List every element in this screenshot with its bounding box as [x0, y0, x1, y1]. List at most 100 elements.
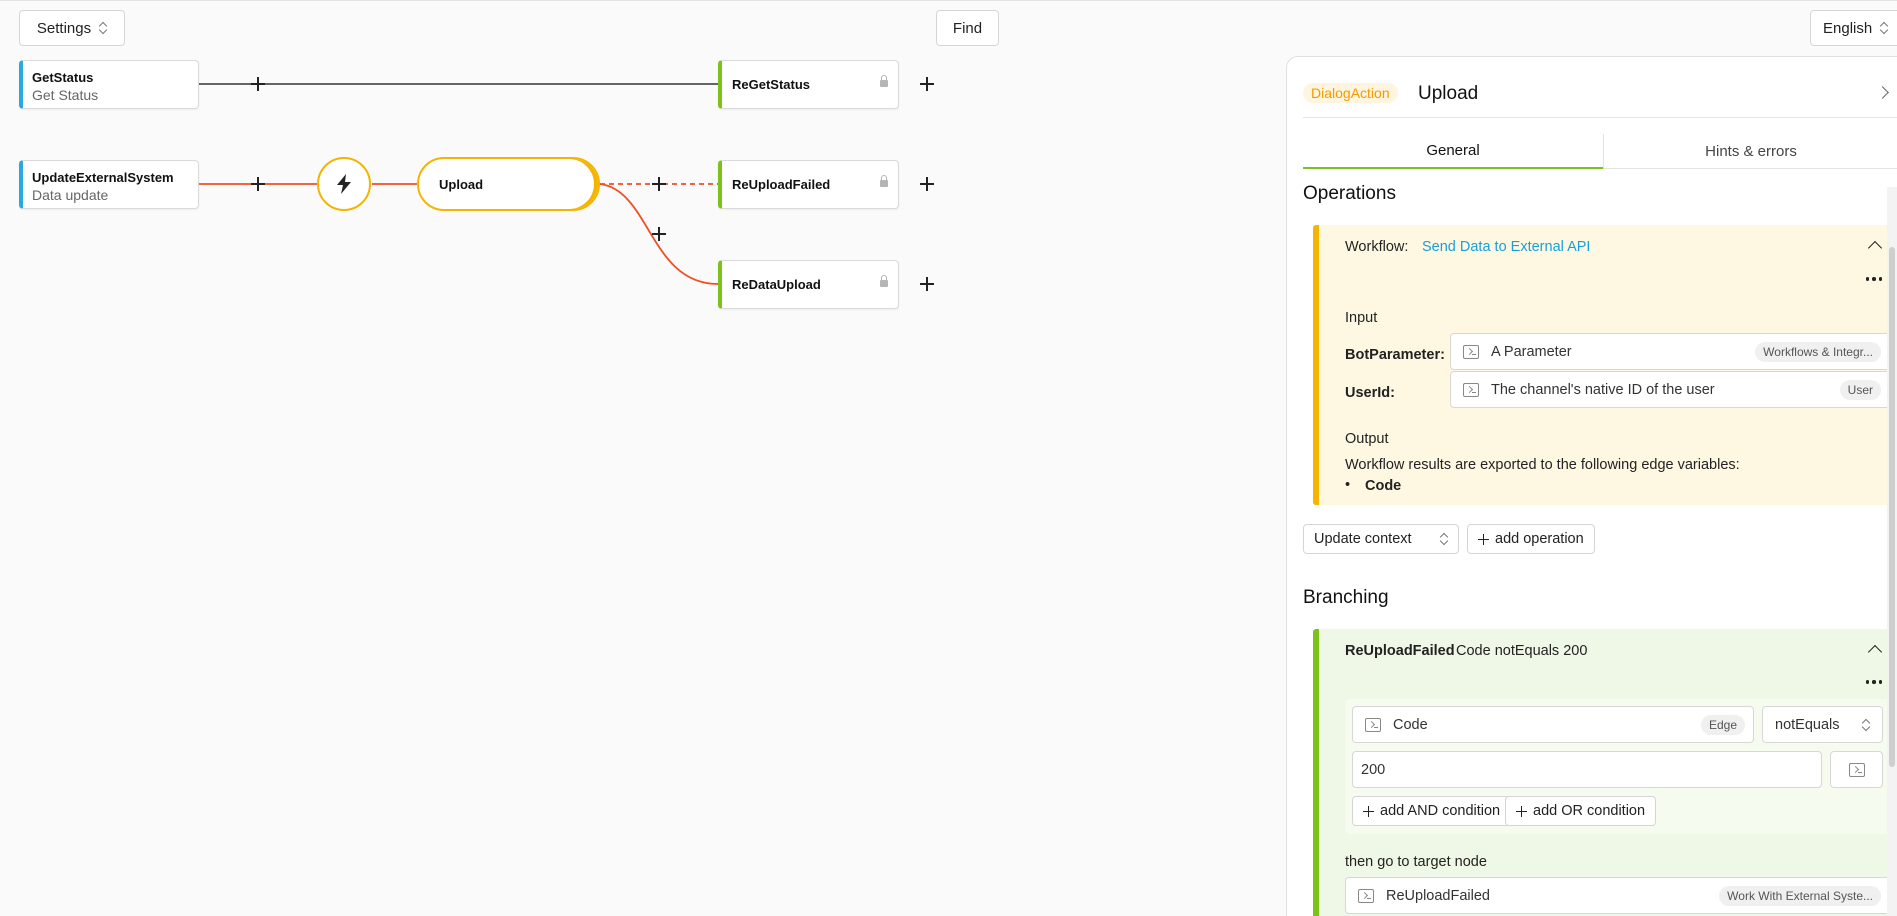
chevron-updown-icon: [1880, 21, 1888, 35]
scope-tag: Work With External Syste...: [1719, 885, 1881, 906]
lightning-icon: [337, 174, 351, 194]
field-value: notEquals: [1775, 716, 1840, 733]
expression-icon: [1365, 718, 1381, 732]
workflow-prefix: Workflow:: [1345, 239, 1409, 255]
add-and-condition-button[interactable]: add AND condition: [1352, 796, 1512, 826]
node-subtitle: Data update: [32, 187, 109, 203]
chevron-up-icon[interactable]: [1867, 240, 1883, 256]
node-subtitle: Get Status: [32, 87, 99, 103]
button-label: add AND condition: [1380, 803, 1501, 819]
add-node-plus-icon[interactable]: [251, 177, 265, 191]
workflow-operation-card: Workflow: Send Data to External API Inpu…: [1313, 225, 1897, 505]
add-operation-button[interactable]: add operation: [1467, 524, 1595, 554]
output-description: Workflow results are exported to the fol…: [1345, 457, 1740, 473]
node-title: Upload: [439, 176, 484, 192]
branching-heading: Branching: [1303, 587, 1389, 608]
target-node-field[interactable]: ReUploadFailed Work With External Syste.…: [1345, 877, 1890, 914]
node-updateexternalsystem[interactable]: UpdateExternalSystem Data update: [19, 160, 199, 209]
lock-icon: [880, 74, 888, 87]
select-label: Update context: [1314, 531, 1412, 547]
scope-tag: User: [1839, 379, 1881, 400]
chevron-updown-icon: [1440, 532, 1448, 546]
tab-hints-errors[interactable]: Hints & errors: [1603, 134, 1897, 169]
node-type-badge: DialogAction: [1303, 83, 1398, 103]
branch-target-name: ReUploadFailed: [1345, 643, 1455, 659]
plus-icon: [1363, 805, 1374, 817]
node-redataupload[interactable]: ReDataUpload: [718, 260, 899, 309]
top-border: [0, 0, 1897, 1]
field-value: ReUploadFailed: [1386, 887, 1490, 904]
output-var-bullet: •: [1345, 477, 1351, 493]
add-node-plus-icon[interactable]: [920, 177, 934, 191]
chevron-updown-icon: [1862, 718, 1870, 732]
operations-heading: Operations: [1303, 183, 1396, 204]
field-value: 200: [1361, 761, 1386, 778]
botparameter-field[interactable]: A Parameter Workflows & Integr...: [1450, 333, 1890, 370]
add-node-plus-icon[interactable]: [251, 77, 265, 91]
more-options-icon[interactable]: [1865, 277, 1882, 281]
output-label: Output: [1345, 431, 1389, 447]
settings-label: Settings: [36, 19, 92, 37]
userid-field[interactable]: The channel's native ID of the user User: [1450, 371, 1890, 408]
chevron-up-icon[interactable]: [1867, 644, 1883, 660]
node-title: ReGetStatus: [732, 77, 811, 92]
then-go-label: then go to target node: [1345, 854, 1487, 870]
tab-general[interactable]: General: [1303, 134, 1603, 169]
panel-title: Upload: [1418, 83, 1479, 104]
node-title: ReDataUpload: [732, 277, 821, 292]
button-label: add operation: [1495, 531, 1584, 547]
expression-icon: [1463, 383, 1479, 397]
node-title: GetStatus: [32, 70, 94, 85]
button-label: add OR condition: [1533, 803, 1646, 819]
scope-tag: Workflows & Integr...: [1755, 341, 1881, 362]
find-button[interactable]: Find: [936, 10, 999, 46]
node-upload[interactable]: Upload: [417, 157, 600, 211]
add-node-plus-icon[interactable]: [920, 277, 934, 291]
update-context-select[interactable]: Update context: [1303, 524, 1459, 554]
field-value: The channel's native ID of the user: [1491, 381, 1715, 398]
node-reuploadfailed[interactable]: ReUploadFailed: [718, 160, 899, 209]
lock-icon: [880, 174, 888, 187]
param-name: UserId:: [1345, 385, 1395, 401]
add-node-plus-icon[interactable]: [652, 177, 666, 191]
field-value: A Parameter: [1491, 343, 1572, 360]
panel-scrollbar[interactable]: [1887, 187, 1897, 916]
chevron-right-icon[interactable]: [1876, 86, 1889, 99]
tab-label: Hints & errors: [1705, 142, 1797, 160]
add-node-plus-icon[interactable]: [920, 77, 934, 91]
find-label: Find: [952, 19, 983, 37]
workflow-link[interactable]: Send Data to External API: [1422, 239, 1591, 255]
expression-icon: [1849, 763, 1865, 777]
expression-icon: [1358, 889, 1374, 903]
add-node-plus-icon[interactable]: [652, 227, 666, 241]
settings-select[interactable]: Settings: [19, 10, 125, 46]
lock-icon: [880, 274, 888, 287]
node-getstatus[interactable]: GetStatus Get Status: [19, 60, 199, 109]
scope-tag: Edge: [1700, 714, 1745, 735]
plus-icon: [1478, 533, 1489, 545]
language-label: English: [1823, 19, 1873, 37]
field-value: Code: [1393, 716, 1428, 733]
condition-field[interactable]: Code Edge: [1352, 706, 1754, 743]
expression-toggle-button[interactable]: [1830, 751, 1883, 788]
more-options-icon[interactable]: [1865, 680, 1882, 684]
operator-select[interactable]: notEquals: [1762, 706, 1883, 743]
node-title: ReUploadFailed: [732, 177, 831, 192]
param-name: BotParameter:: [1345, 347, 1445, 363]
tab-label: General: [1426, 142, 1480, 159]
language-select[interactable]: English: [1810, 10, 1897, 46]
input-label: Input: [1345, 310, 1378, 326]
divider: [1303, 117, 1897, 118]
condition-value-input[interactable]: 200: [1352, 751, 1822, 788]
output-variable: Code: [1365, 478, 1402, 494]
add-or-condition-button[interactable]: add OR condition: [1505, 796, 1657, 826]
node-title: UpdateExternalSystem: [32, 170, 174, 185]
branch-card: ReUploadFailed Code notEquals 200 Code E…: [1313, 629, 1897, 916]
node-properties-panel: DialogAction Upload General Hints & erro…: [1286, 56, 1897, 916]
branch-condition-summary: Code notEquals 200: [1456, 643, 1588, 659]
plus-icon: [1516, 805, 1527, 817]
node-regetstatus[interactable]: ReGetStatus: [718, 60, 899, 109]
edge-upload-redataupload: [599, 183, 719, 285]
expression-icon: [1463, 345, 1479, 359]
trigger-node[interactable]: [317, 157, 371, 211]
